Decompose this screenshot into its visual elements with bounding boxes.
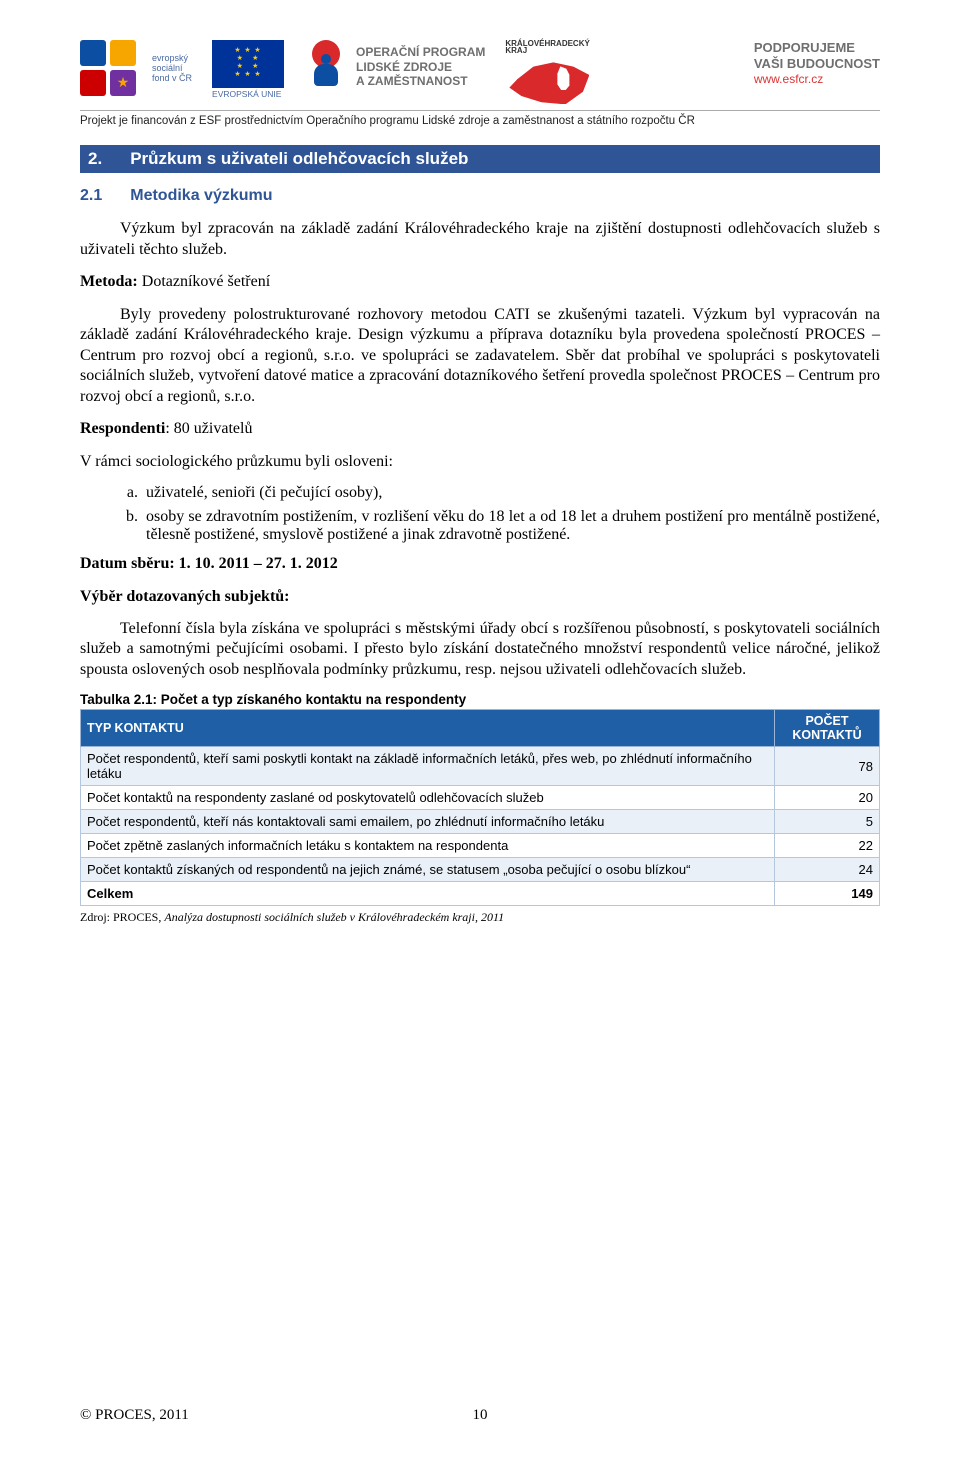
region-icon [505,56,593,104]
esf-label-line: evropský [152,53,188,63]
intro-paragraph: Výzkum byl zpracován na základě zadání K… [80,219,880,260]
region-logo: KRÁLOVÉHRADECKÝ KRAJ [505,40,593,104]
respondents-label: Respondenti [80,420,165,437]
table-cell-label: Počet kontaktů získaných od respondentů … [81,858,775,882]
table-caption: Tabulka 2.1: Počet a typ získaného konta… [80,692,880,707]
section-heading: 2. Průzkum s uživateli odlehčovacích slu… [80,145,880,173]
table-header-row: TYP KONTAKTU POČET KONTAKTŮ [81,710,880,747]
table-cell-label: Počet zpětně zaslaných informačních letá… [81,834,775,858]
subsection-title-text: Metodika výzkumu [130,187,272,205]
table-row: Počet zpětně zaslaných informačních letá… [81,834,880,858]
table-source-note: Zdroj: PROCES, Analýza dostupnosti sociá… [80,910,880,925]
page-footer: © PROCES, 2011 10 [80,1407,880,1424]
table-body: Počet respondentů, kteří sami poskytli k… [81,747,880,906]
op-lzz-logo: OPERAČNÍ PROGRAM LIDSKÉ ZDROJE A ZAMĚSTN… [304,40,485,94]
page: evropský sociální fond v ČR EVROPSKÁ UNI… [0,0,960,1464]
table-row: Počet respondentů, kteří nás kontaktoval… [81,810,880,834]
section-title-text: Průzkum s uživateli odlehčovacích služeb [130,149,468,169]
subject-selection-label: Výběr dotazovaných subjektů: [80,588,290,605]
table-cell-value: 24 [775,858,880,882]
eu-label: EVROPSKÁ UNIE [212,90,281,99]
list-item: uživatelé, senioři (či pečující osoby), [142,484,880,502]
esf-label: evropský sociální fond v ČR [152,54,192,84]
support-line: VAŠI BUDOUCNOST [754,56,880,71]
table-row: Celkem149 [81,882,880,906]
table-cell-label: Počet respondentů, kteří nás kontaktoval… [81,810,775,834]
op-lzz-label: OPERAČNÍ PROGRAM LIDSKÉ ZDROJE A ZAMĚSTN… [356,45,485,88]
eu-flag-icon [212,40,284,88]
contact-counts-table: TYP KONTAKTU POČET KONTAKTŮ Počet respon… [80,709,880,906]
esf-label-line: fond v ČR [152,73,192,83]
respondents-value: : 80 uživatelů [165,420,252,437]
scope-line: V rámci sociologického průzkumu byli osl… [80,452,880,472]
header-divider [80,110,880,111]
eu-logo: EVROPSKÁ UNIE [212,40,284,99]
respondents-line: Respondenti: 80 uživatelů [80,419,880,439]
table-cell-label: Celkem [81,882,775,906]
table-row: Počet kontaktů na respondenty zaslané od… [81,786,880,810]
source-citation: Analýza dostupnosti sociálních služeb v … [164,910,504,924]
support-slogan: PODPORUJEME VAŠI BUDOUCNOST www.esfcr.cz [754,40,880,87]
support-line: PODPORUJEME [754,40,855,55]
list-item: osoby se zdravotním postižením, v rozliš… [142,508,880,544]
method-paragraph: Byly provedeny polostrukturované rozhovo… [80,305,880,407]
project-funding-note: Projekt je financován z ESF prostřednict… [80,115,880,127]
respondent-groups-list: uživatelé, senioři (či pečující osoby), … [142,484,880,544]
method-line: Metoda: Dotazníkové šetření [80,272,880,292]
subsection-heading: 2.1 Metodika výzkumu [80,187,880,205]
table-header-count: POČET KONTAKTŮ [775,710,880,747]
funding-logo-bar: evropský sociální fond v ČR EVROPSKÁ UNI… [80,40,880,104]
table-cell-value: 78 [775,747,880,786]
table-cell-label: Počet kontaktů na respondenty zaslané od… [81,786,775,810]
section-number: 2. [84,149,102,169]
subject-selection-paragraph: Telefonní čísla byla získána ve spoluprá… [80,619,880,680]
source-prefix: Zdroj: PROCES, [80,910,164,924]
table-row: Počet respondentů, kteří sami poskytli k… [81,747,880,786]
method-value: Dotazníkové šetření [138,273,270,290]
table-cell-value: 149 [775,882,880,906]
subsection-number: 2.1 [80,187,102,205]
subject-selection-heading: Výběr dotazovaných subjektů: [80,587,880,607]
table-cell-label: Počet respondentů, kteří sami poskytli k… [81,747,775,786]
method-label: Metoda: [80,273,138,290]
collection-date: Datum sběru: 1. 10. 2011 – 27. 1. 2012 [80,554,880,574]
region-label: KRÁLOVÉHRADECKÝ KRAJ [505,40,589,54]
support-url: www.esfcr.cz [754,72,823,86]
esf-icon [80,40,146,98]
footer-page-number: 10 [80,1407,880,1424]
table-cell-value: 22 [775,834,880,858]
table-cell-value: 20 [775,786,880,810]
table-row: Počet kontaktů získaných od respondentů … [81,858,880,882]
esf-label-line: sociální [152,63,183,73]
op-lzz-icon [304,40,348,94]
esf-logo: evropský sociální fond v ČR [80,40,192,98]
table-cell-value: 5 [775,810,880,834]
table-header-type: TYP KONTAKTU [81,710,775,747]
collection-date-text: Datum sběru: 1. 10. 2011 – 27. 1. 2012 [80,555,338,572]
